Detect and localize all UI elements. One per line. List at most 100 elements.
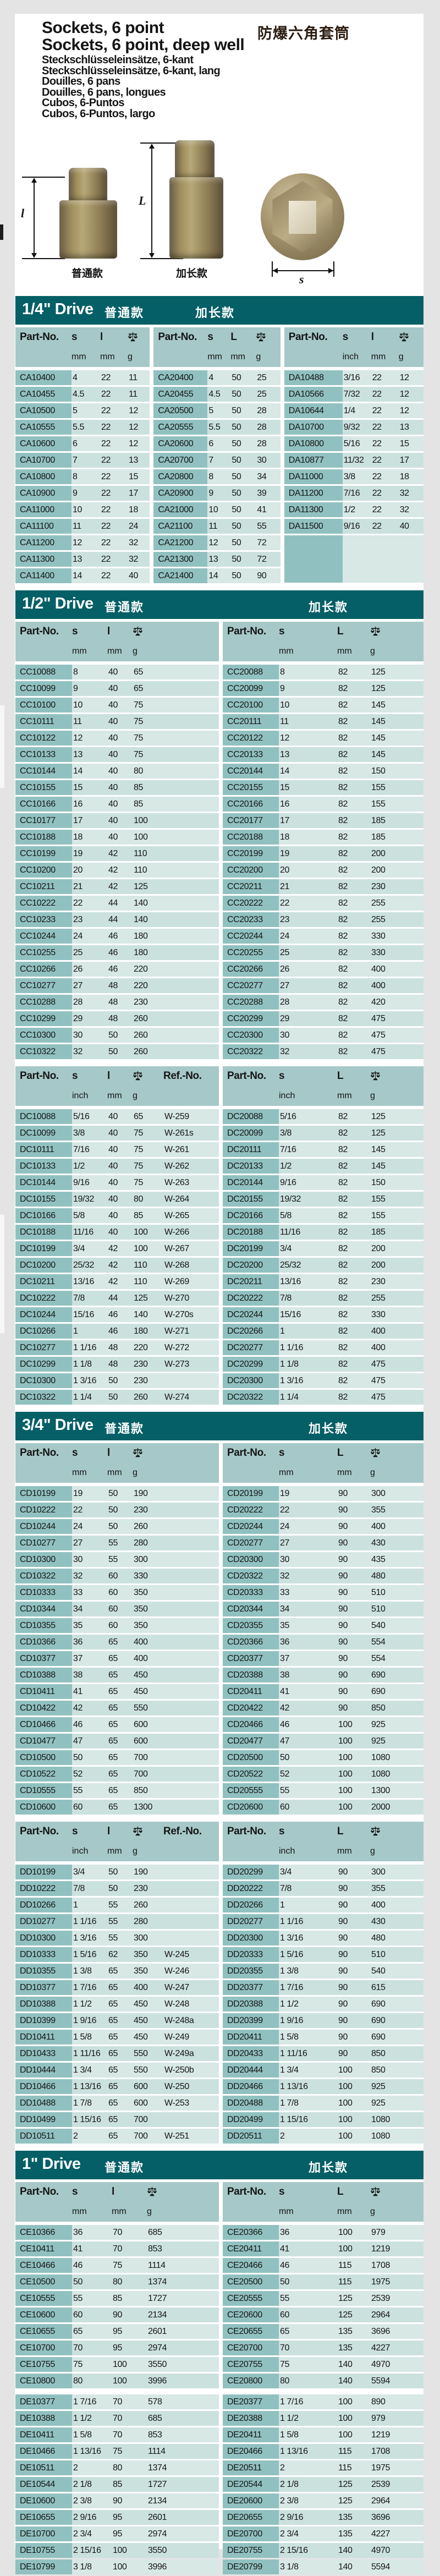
data-cell: 15 (399, 439, 409, 448)
data-cell: 44 (108, 898, 118, 908)
part-no-cell: CA20700 (153, 453, 208, 468)
data-cell: 13 (73, 750, 82, 759)
part-no-cell: DC20188 (223, 1225, 279, 1240)
column-header: s inch (279, 1822, 337, 1861)
data-cell: 44 (108, 1294, 118, 1303)
data-cell: 22 (101, 555, 111, 564)
part-no-cell: DC10299 (15, 1357, 72, 1372)
part-no-cell: DC20322 (223, 1390, 279, 1405)
data-cell (163, 1898, 219, 1912)
table-row: CD20477 47 100 925 (223, 1734, 424, 1749)
data-cell: 135 (338, 2529, 353, 2539)
data-cell: 1 3/8 (73, 1966, 92, 1976)
column-header: Part-No. (15, 327, 72, 367)
data-cell: 82 (338, 1031, 348, 1040)
data-cell: 7/16 (280, 1145, 296, 1154)
data-cell: 475 (371, 1031, 386, 1040)
data-cell: 55 (108, 1917, 118, 1926)
data-cell: 82 (338, 766, 348, 776)
data-cell: 70 (113, 2397, 122, 2407)
data-cell: 75 (134, 1161, 143, 1171)
data-cell: 82 (338, 915, 348, 924)
data-cell: 979 (371, 2414, 386, 2423)
table-row: DC10300 1 3/16 50 230 (15, 1373, 219, 1388)
data-cell: 1 13/16 (280, 2082, 308, 2091)
column-label: Part-No. (227, 626, 266, 637)
table-row: DE10655 2 9/16 95 2601 (15, 2510, 219, 2525)
data-cell: 42 (280, 1703, 289, 1713)
column-unit: mm (371, 352, 386, 361)
column-label: L (230, 331, 237, 343)
column-label: s (279, 2186, 285, 2197)
table-row: CE10500 50 80 1374 (15, 2274, 219, 2289)
data-cell: 70 (113, 2228, 122, 2237)
data-cell: 41 (73, 2244, 82, 2254)
data-cell: 82 (338, 700, 348, 710)
table-row: DD20222 7/8 90 355 (223, 1881, 424, 1896)
column-unit: mm (72, 352, 86, 361)
part-no-cell: CA10455 (15, 387, 72, 402)
data-cell: 40 (108, 1178, 118, 1187)
dim-l-line (34, 182, 35, 254)
data-cell: 140 (338, 2360, 353, 2369)
data-cell: W-249 (164, 2032, 189, 2042)
table-row: CD20244 24 90 400 (223, 1519, 424, 1534)
data-cell: 82 (338, 1360, 348, 1369)
data-cell: W-271 (164, 1327, 189, 1336)
part-no-cell: DD20333 (223, 1947, 279, 1962)
data-cell: 22 (101, 423, 111, 432)
data-cell: 33 (73, 1588, 82, 1597)
table-row: DE20600 2 3/8 125 2964 (223, 2493, 424, 2508)
data-cell: 1080 (371, 1753, 390, 1762)
data-cell: 65 (108, 1753, 118, 1762)
column-header: l mm (112, 2182, 147, 2222)
data-cell: 48 (108, 1343, 118, 1352)
part-no-cell: CD20333 (223, 1585, 279, 1600)
data-cell: 50 (232, 456, 241, 465)
data-cell: 600 (134, 1736, 148, 1746)
data-cell: 25 (257, 373, 267, 382)
data-cell: 2 3/8 (73, 2496, 92, 2506)
data-cell: 475 (371, 1360, 386, 1369)
data-cell: 72 (257, 538, 267, 547)
part-no-cell: DE20466 (223, 2444, 279, 2459)
section-header-bar: 1/2" Drive 普通款 加长款 (15, 590, 424, 619)
data-cell: 125 (338, 2294, 353, 2303)
table-row: DA11300 1/2 22 32 (284, 502, 424, 517)
table-row: CD10422 42 65 550 (15, 1701, 219, 1715)
data-cell: 260 (134, 1522, 148, 1531)
data-cell: W-266 (164, 1227, 189, 1237)
table-row: CC10099 9 40 65 (15, 681, 219, 696)
data-cell: 36 (280, 1637, 289, 1647)
part-no-cell: CC10122 (15, 731, 72, 746)
data-cell: 260 (134, 1031, 148, 1040)
data-cell: 29 (73, 1014, 82, 1023)
table-row: CC10177 17 40 100 (15, 813, 219, 828)
data-cell: 2964 (371, 2310, 390, 2320)
data-cell: 2 9/16 (280, 2513, 304, 2522)
part-no-cell: CC20099 (223, 681, 279, 696)
data-cell: 1 7/8 (280, 2098, 299, 2108)
table-header: Part-No. s inch l mm g (284, 327, 424, 367)
part-no-cell: CD20422 (223, 1701, 279, 1715)
table-row: DD10300 1 3/16 55 300 (15, 1931, 219, 1945)
data-cell: 230 (371, 1277, 386, 1286)
data-cell: 9 (73, 684, 78, 693)
table-header: Part-No. s mm l mm g (15, 327, 150, 367)
data-cell: 450 (134, 2032, 148, 2042)
data-cell: 1 1/16 (73, 1343, 97, 1352)
data-cell: 115 (338, 2447, 352, 2456)
data-cell: 7/32 (343, 390, 360, 399)
data-cell: 140 (338, 2562, 353, 2572)
data-cell: 32 (399, 489, 409, 498)
data-cell: 82 (338, 1211, 348, 1220)
data-cell: 11/16 (73, 1227, 94, 1237)
subtitle: Douilles, 6 pans (42, 75, 120, 87)
part-no-cell: CC10099 (15, 681, 72, 696)
table-row: DE10411 1 5/8 70 853 (15, 2427, 219, 2442)
data-cell: 13 (208, 555, 218, 564)
data-cell: 11 (129, 390, 138, 399)
data-cell: 46 (280, 2261, 289, 2270)
